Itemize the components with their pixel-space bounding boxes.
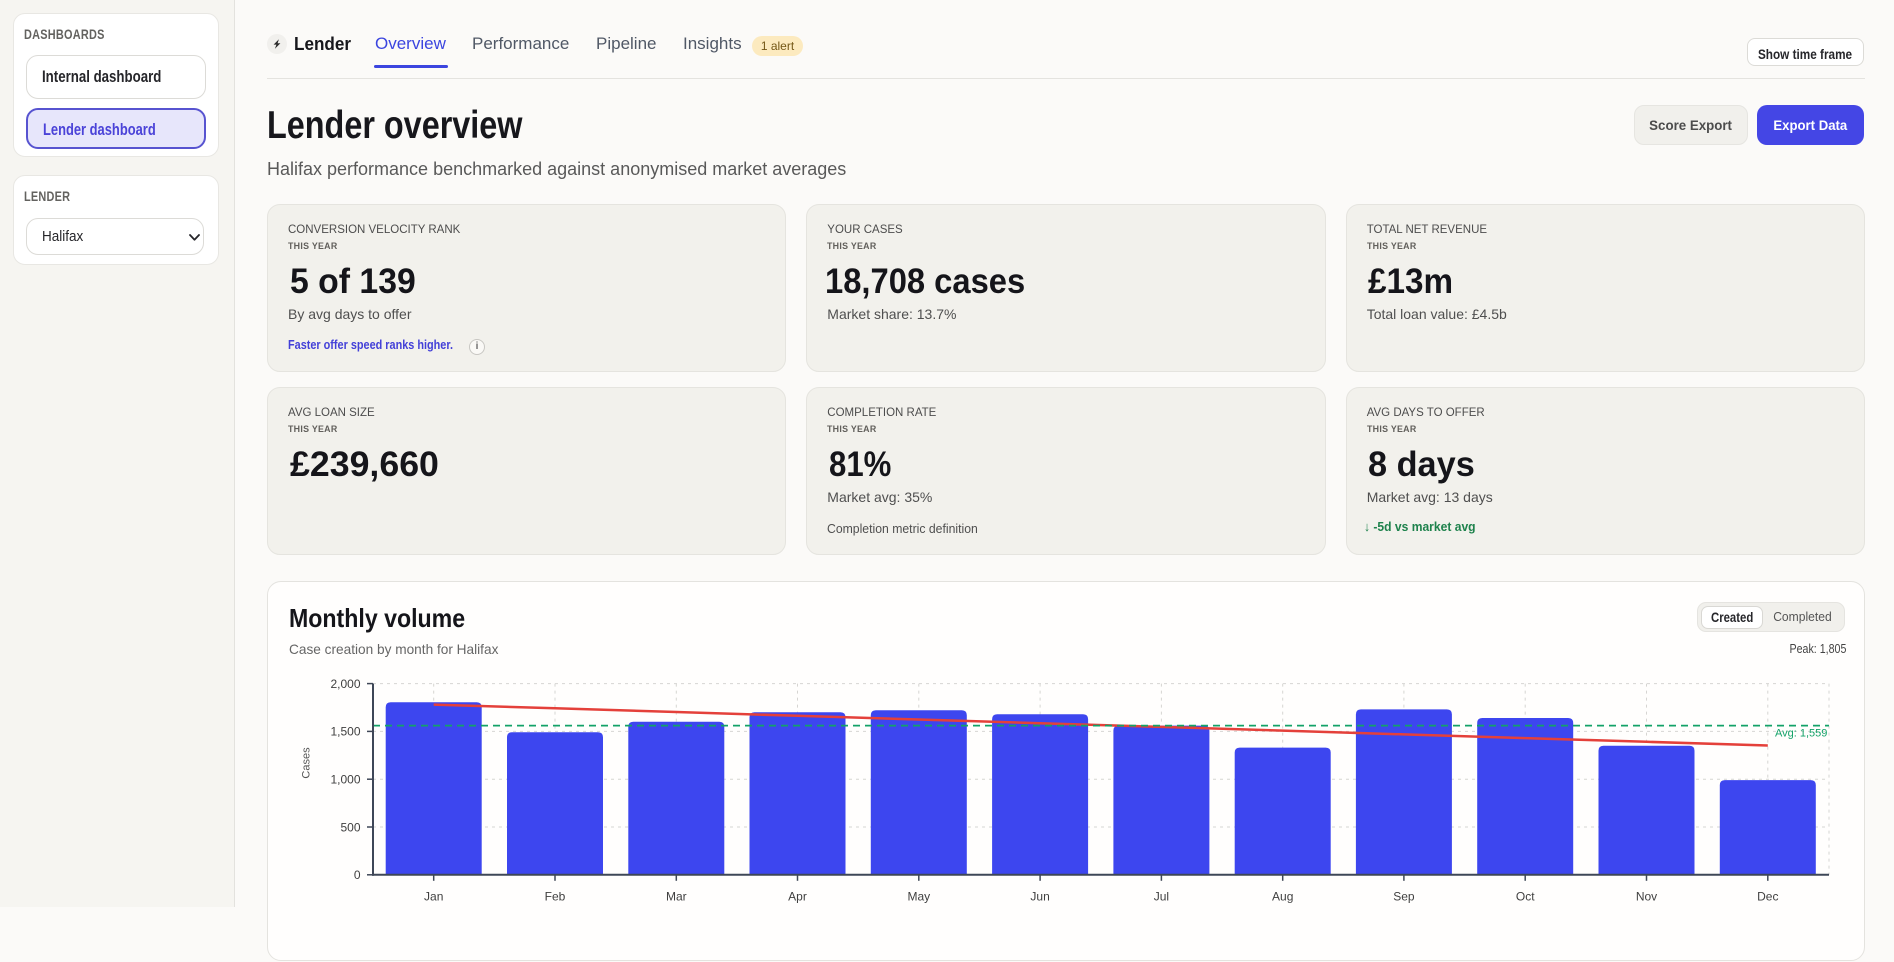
svg-text:1,000: 1,000 (330, 773, 360, 787)
svg-text:Jan: Jan (424, 889, 443, 903)
svg-text:Cases: Cases (301, 747, 313, 779)
svg-text:Dec: Dec (1757, 889, 1778, 903)
svg-text:1,500: 1,500 (330, 725, 360, 739)
svg-text:Apr: Apr (788, 889, 807, 903)
svg-text:Avg: 1,559: Avg: 1,559 (1775, 728, 1827, 740)
svg-text:0: 0 (354, 868, 361, 882)
svg-text:May: May (907, 889, 930, 903)
svg-text:Oct: Oct (1516, 889, 1535, 903)
svg-text:Feb: Feb (545, 889, 566, 903)
svg-text:Nov: Nov (1636, 889, 1657, 903)
svg-text:Aug: Aug (1272, 889, 1293, 903)
svg-text:Sep: Sep (1393, 889, 1415, 903)
svg-text:Jul: Jul (1154, 889, 1169, 903)
svg-text:2,000: 2,000 (330, 677, 360, 691)
svg-text:Jun: Jun (1030, 889, 1049, 903)
svg-text:500: 500 (340, 820, 360, 834)
svg-text:Mar: Mar (666, 889, 687, 903)
